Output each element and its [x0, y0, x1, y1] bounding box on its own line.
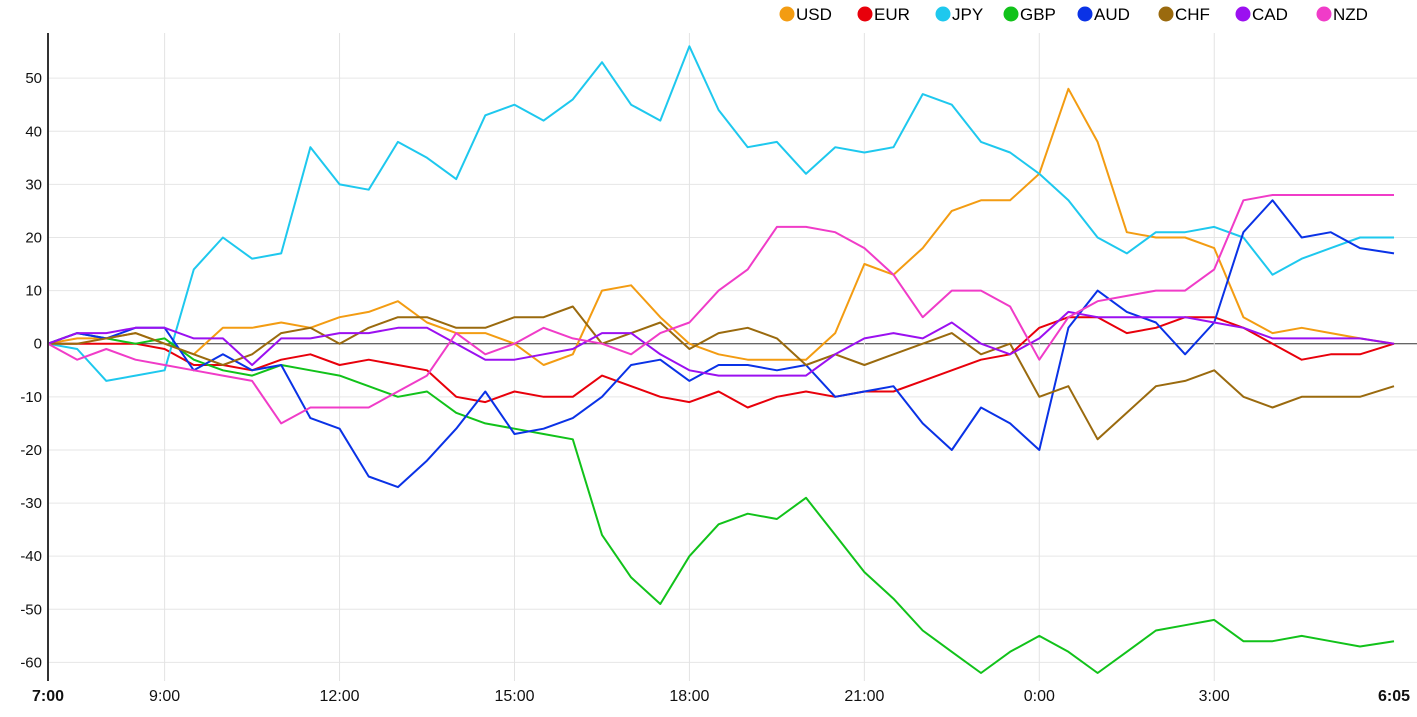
- legend-label: USD: [796, 5, 832, 24]
- legend-item-eur[interactable]: EUR: [857, 5, 910, 24]
- x-tick-label: 7:00: [32, 688, 64, 705]
- series-line-usd: [47, 87, 1395, 366]
- legend-label: EUR: [874, 5, 910, 24]
- series-line-cad: [47, 310, 1395, 377]
- x-tick-label: 15:00: [494, 688, 534, 705]
- x-tick-label: 9:00: [149, 688, 180, 705]
- legend-item-gbp[interactable]: GBP: [1003, 5, 1056, 24]
- y-tick-label: 30: [25, 176, 42, 193]
- x-tick-label: 18:00: [669, 688, 709, 705]
- legend-swatch-icon: [857, 6, 873, 22]
- y-tick-label: 0: [34, 336, 42, 353]
- legend-swatch-icon: [935, 6, 951, 22]
- y-tick-label: 20: [25, 229, 42, 246]
- x-tick-label: 21:00: [844, 688, 884, 705]
- legend-label: GBP: [1020, 5, 1056, 24]
- series-line-gbp: [47, 332, 1395, 674]
- legend-item-aud[interactable]: AUD: [1077, 5, 1130, 24]
- y-tick-label: 40: [25, 123, 42, 140]
- x-axis-ticks: 7:00 9:00 12:00 15:00 18:00 21:00 0:00 3:00 6:05: [32, 688, 1410, 705]
- legend-label: NZD: [1333, 5, 1368, 24]
- x-tick-label: 0:00: [1024, 688, 1055, 705]
- series-line-aud: [47, 199, 1395, 489]
- y-tick-label: 50: [25, 70, 42, 87]
- series-line-eur: [48, 316, 1395, 409]
- y-tick-label: -20: [20, 442, 42, 459]
- y-tick-label: -40: [20, 548, 42, 565]
- legend-swatch-icon: [1316, 6, 1332, 22]
- legend-item-nzd[interactable]: NZD: [1316, 5, 1368, 24]
- grid: [48, 33, 1417, 681]
- y-tick-label: -60: [20, 654, 42, 671]
- legend-item-jpy[interactable]: JPY: [935, 5, 984, 24]
- legend-swatch-icon: [1003, 6, 1019, 22]
- series-lines: [47, 45, 1395, 674]
- y-tick-label: 10: [25, 283, 42, 300]
- y-axis-ticks: -60 -50 -40 -30 -20 -10 0 10 20 30 40 50: [20, 70, 42, 671]
- legend: USD EUR JPY GBP AUD CHF CAD NZD: [779, 5, 1368, 24]
- legend-item-usd[interactable]: USD: [779, 5, 832, 24]
- y-tick-label: -50: [20, 601, 42, 618]
- y-tick-label: -10: [20, 389, 42, 406]
- y-tick-label: -30: [20, 495, 42, 512]
- legend-label: CHF: [1175, 5, 1210, 24]
- x-tick-label: 12:00: [320, 688, 360, 705]
- legend-label: AUD: [1094, 5, 1130, 24]
- legend-swatch-icon: [779, 6, 795, 22]
- series-line-jpy: [47, 45, 1394, 382]
- x-tick-label: 3:00: [1199, 688, 1230, 705]
- legend-item-cad[interactable]: CAD: [1235, 5, 1288, 24]
- legend-label: CAD: [1252, 5, 1288, 24]
- x-tick-label: 6:05: [1378, 688, 1410, 705]
- series-line-nzd: [47, 194, 1394, 425]
- legend-swatch-icon: [1158, 6, 1174, 22]
- legend-swatch-icon: [1235, 6, 1251, 22]
- legend-label: JPY: [952, 5, 983, 24]
- legend-swatch-icon: [1077, 6, 1093, 22]
- legend-item-chf[interactable]: CHF: [1158, 5, 1210, 24]
- series-line-chf: [48, 305, 1395, 441]
